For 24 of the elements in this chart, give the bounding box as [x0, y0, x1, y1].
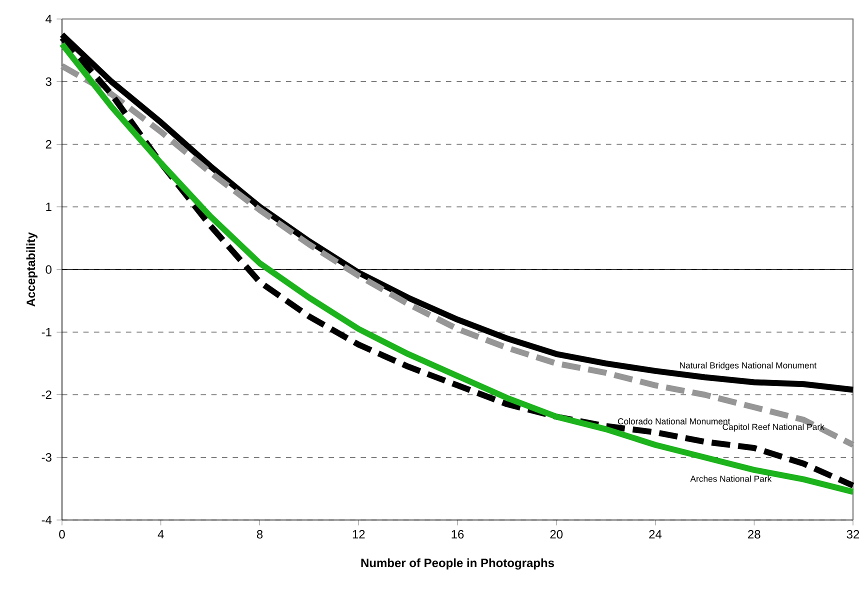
y-tick-label: -3 — [42, 453, 52, 462]
x-tick-label: 24 — [649, 530, 662, 538]
y-tick-label: 4 — [46, 14, 52, 24]
x-axis-title: Number of People in Photographs — [361, 558, 554, 570]
x-tick-label: 28 — [748, 530, 760, 539]
y-tick-label: -4 — [42, 516, 52, 524]
x-tick-label: 20 — [550, 530, 563, 539]
series-label: Natural Bridges National Monument — [680, 362, 816, 370]
series-label: Colorado National Monument — [618, 418, 730, 424]
y-tick-label: 2 — [46, 140, 52, 148]
y-tick-label: 0 — [46, 265, 52, 274]
y-tick-label: -1 — [42, 328, 52, 336]
y-axis-title: Acceptability — [26, 232, 38, 307]
x-tick-label: 0 — [59, 530, 65, 539]
x-tick-label: 12 — [352, 530, 365, 538]
x-tick-label: 32 — [846, 530, 860, 539]
x-tick-label: 8 — [256, 530, 263, 539]
series-label: Capitol Reef National Park — [722, 424, 824, 432]
x-tick-label: 4 — [158, 530, 164, 538]
y-tick-label: -2 — [42, 390, 52, 399]
y-tick-label: 1 — [46, 202, 52, 212]
y-tick-label: 3 — [46, 77, 52, 86]
series-label: Arches National Park — [690, 475, 772, 482]
x-tick-label: 16 — [452, 530, 464, 539]
